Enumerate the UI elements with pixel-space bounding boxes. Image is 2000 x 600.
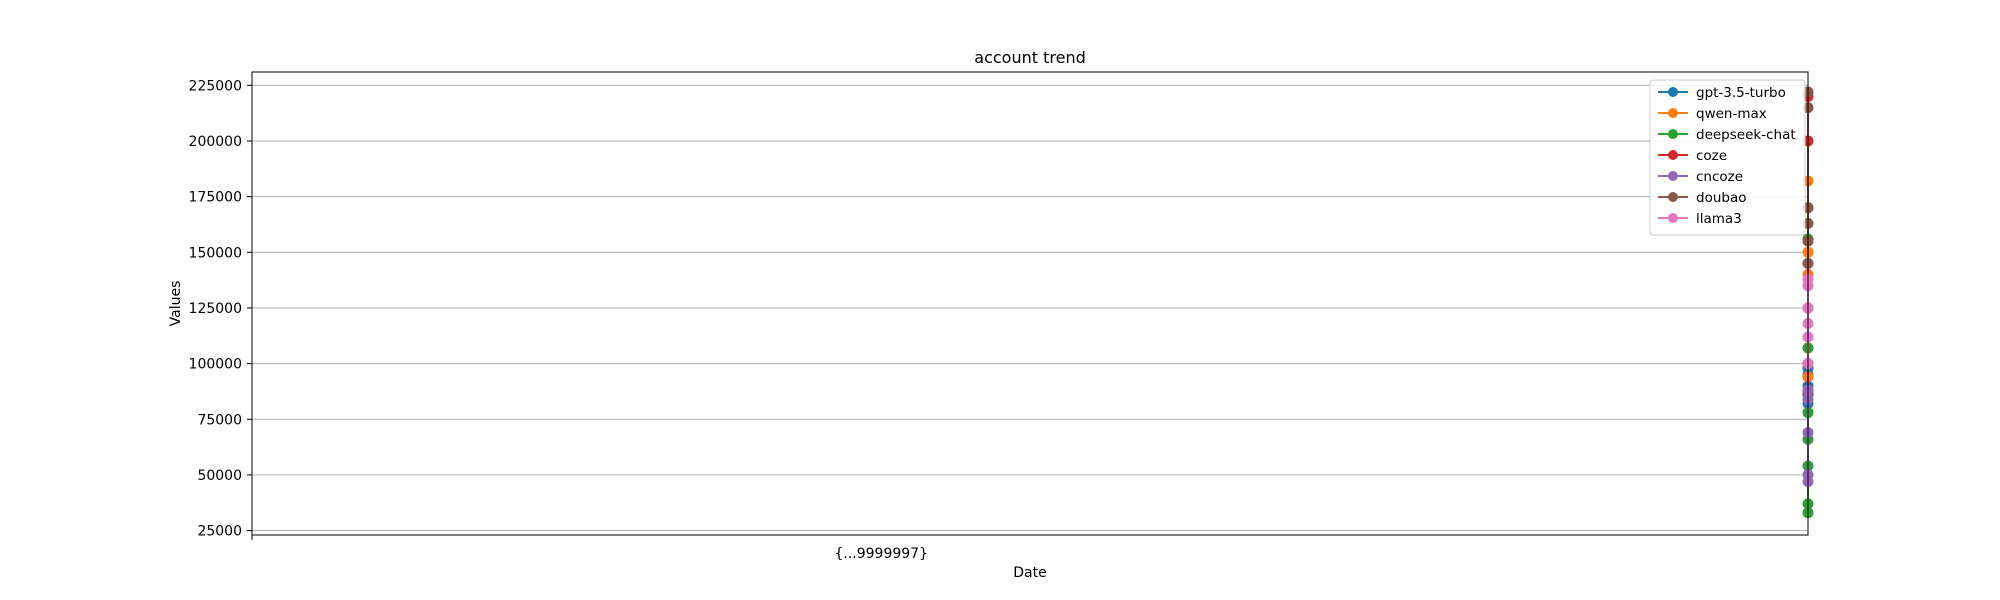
- legend-item: cncoze: [1658, 169, 1743, 185]
- x-axis-label: Date: [1013, 565, 1046, 581]
- y-tick-label: 25000: [197, 524, 242, 540]
- legend-label: gpt-3.5-turbo: [1696, 85, 1786, 101]
- y-tick-label: 175000: [189, 190, 242, 206]
- legend-item: qwen-max: [1658, 106, 1767, 122]
- legend-marker: [1668, 171, 1678, 181]
- y-tick-label: 50000: [197, 468, 242, 484]
- legend-label: deepseek-chat: [1696, 127, 1796, 143]
- legend-item: llama3: [1658, 211, 1742, 227]
- y-tick-label: 200000: [189, 134, 242, 150]
- x-axis-ticks: {...9999997}: [251, 535, 928, 562]
- legend-label: doubao: [1696, 190, 1747, 206]
- y-axis-label: Values: [168, 281, 184, 327]
- legend-label: cncoze: [1696, 169, 1743, 185]
- y-axis-ticks: 25000 50000 75000 100000 125000 150000 175000 2…: [189, 78, 252, 540]
- legend-marker: [1668, 108, 1678, 118]
- chart-title: account trend: [974, 48, 1085, 67]
- legend-box: [1649, 79, 1806, 236]
- y-tick-label: 100000: [189, 357, 242, 373]
- y-tick-label: 150000: [189, 245, 242, 261]
- legend-label: llama3: [1696, 211, 1742, 227]
- y-tick-label: 125000: [189, 301, 242, 317]
- legend-marker: [1668, 192, 1678, 202]
- legend-item: coze: [1658, 148, 1727, 164]
- legend-marker: [1668, 150, 1678, 160]
- x-tick-label: {...9999997}: [834, 546, 928, 562]
- legend-item: doubao: [1658, 190, 1747, 206]
- legend: gpt-3.5-turbo qwen-max deepseek-chat coze cn…: [1649, 79, 1806, 236]
- y-tick-label: 225000: [189, 78, 242, 94]
- plot-area-frame: [251, 71, 1809, 536]
- legend-label: coze: [1696, 148, 1727, 164]
- legend-item: deepseek-chat: [1658, 127, 1796, 143]
- legend-item: gpt-3.5-turbo: [1658, 85, 1786, 101]
- legend-label: qwen-max: [1696, 106, 1767, 122]
- legend-marker: [1668, 87, 1678, 97]
- grid-lines: [252, 84, 1808, 532]
- y-tick-label: 75000: [197, 412, 242, 428]
- legend-marker: [1668, 129, 1678, 139]
- legend-marker: [1668, 213, 1678, 223]
